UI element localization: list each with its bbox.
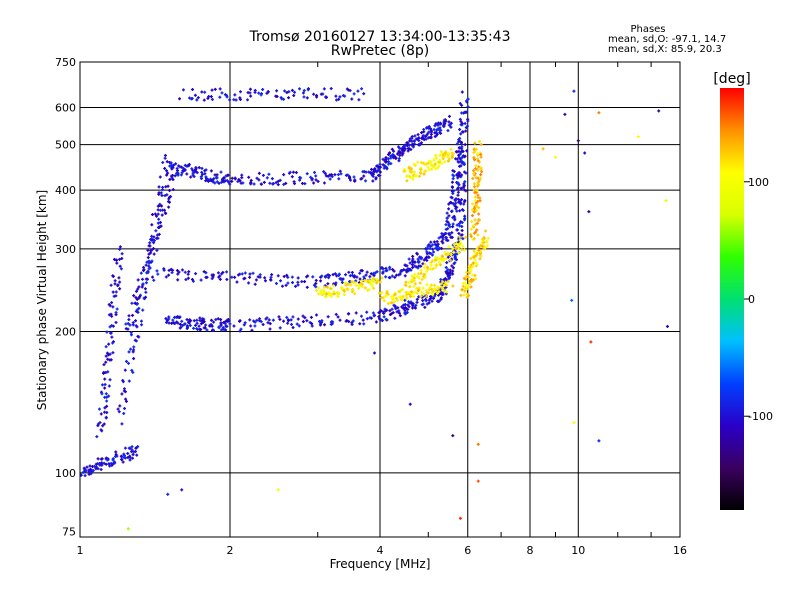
colorbar-label: [deg] bbox=[713, 71, 750, 87]
y-tick-label: 75 bbox=[62, 525, 76, 538]
y-tick-label: 100 bbox=[55, 467, 76, 480]
x-tick-label: 16 bbox=[673, 544, 687, 557]
y-tick-label: 200 bbox=[55, 326, 76, 339]
y-tick-label: 400 bbox=[55, 184, 76, 197]
x-axis-label: Frequency [MHz] bbox=[330, 557, 431, 571]
x-tick-label: 4 bbox=[377, 544, 384, 557]
colorbar-tick-label: 100 bbox=[748, 176, 769, 189]
data-points bbox=[80, 87, 669, 531]
x-tick-label: 2 bbox=[227, 544, 234, 557]
plot-frame bbox=[79, 61, 681, 538]
y-axis-label: Stationary phase Virtual Height [km] bbox=[35, 190, 49, 410]
grid-lines bbox=[80, 62, 680, 537]
y-tick-label: 500 bbox=[55, 139, 76, 152]
colorbar-ticks: 100 0 -100 bbox=[744, 176, 773, 423]
x-tick-label: 10 bbox=[571, 544, 585, 557]
x-tick-label: 6 bbox=[464, 544, 471, 557]
colorbar-tick-label: -100 bbox=[748, 410, 773, 423]
stats-heading: Phases bbox=[630, 24, 665, 35]
chart-subtitle: RwPretec (8p) bbox=[331, 43, 429, 59]
stats-line-o: mean, sd,O: -97.1, 14.7 bbox=[608, 34, 726, 45]
x-tick-label: 8 bbox=[527, 544, 534, 557]
colorbar-tick-label: 0 bbox=[748, 293, 755, 306]
chart-title: Tromsø 20160127 13:34:00-13:35:43 bbox=[249, 29, 511, 45]
x-tick-label: 1 bbox=[77, 544, 84, 557]
axis-ticks: 1 2 4 6 8 10 16 75 100 200 300 400 500 600 750 bbox=[55, 56, 687, 557]
stats-line-x: mean, sd,X: 85.9, 20.3 bbox=[608, 44, 722, 55]
y-tick-label: 750 bbox=[55, 56, 76, 69]
y-tick-label: 300 bbox=[55, 243, 76, 256]
colorbar bbox=[720, 88, 744, 510]
y-tick-label: 600 bbox=[55, 101, 76, 114]
